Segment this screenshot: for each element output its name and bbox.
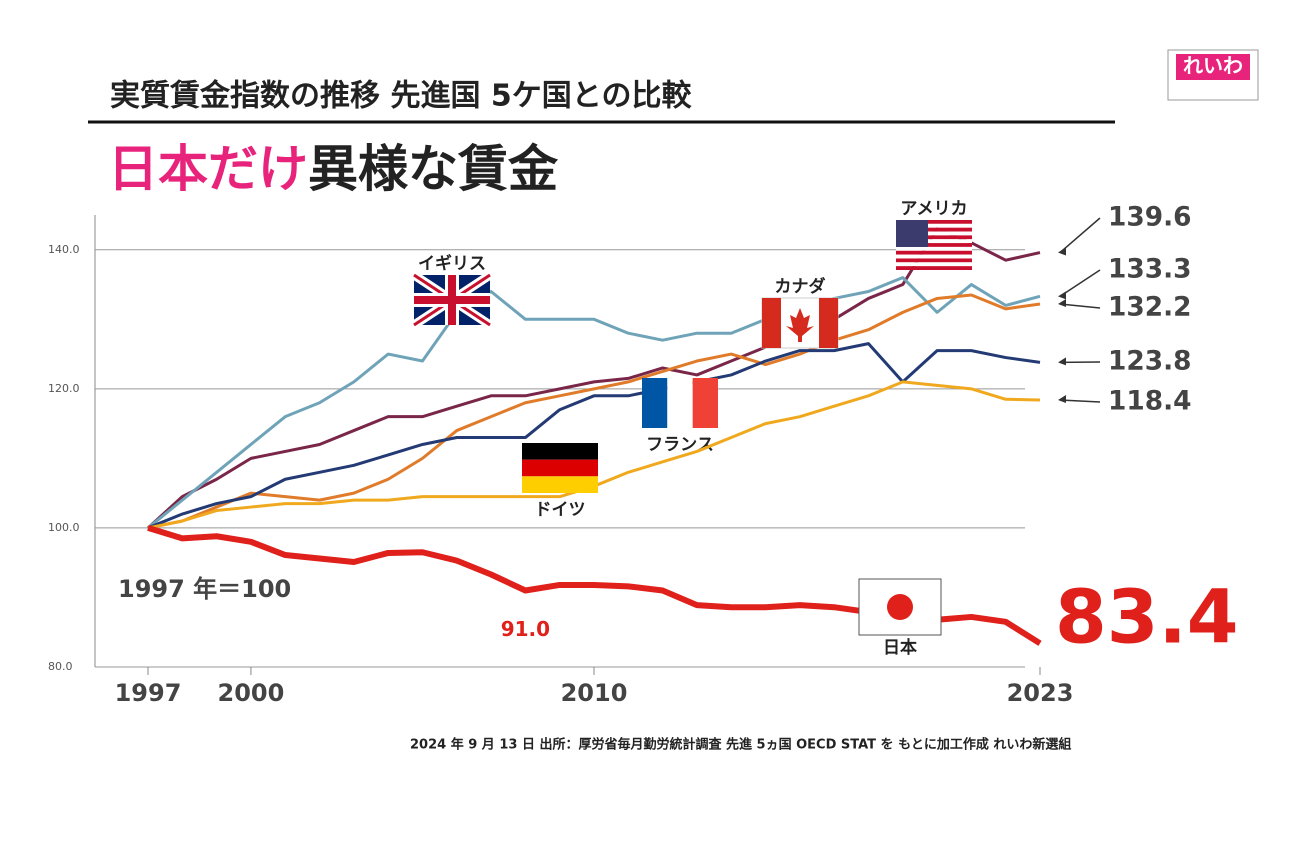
flag-stripe xyxy=(896,246,972,251)
country-label: フランス xyxy=(646,435,714,455)
flag-leaf xyxy=(786,308,814,342)
flag xyxy=(896,220,972,270)
flag-band xyxy=(762,298,781,348)
flag-band xyxy=(642,378,668,428)
x-tick-label: 1997 xyxy=(115,679,182,707)
arrow-head xyxy=(1058,357,1066,366)
end-arrow xyxy=(1059,303,1101,309)
logo: れいわ xyxy=(1167,49,1259,101)
end-label: 139.6 xyxy=(1108,202,1191,233)
flag-stripe xyxy=(896,235,972,240)
flag-cross xyxy=(414,275,490,325)
flag-stripe xyxy=(896,223,972,228)
data-label: 91.0 xyxy=(501,617,550,641)
arrow-head xyxy=(1058,394,1066,403)
flag xyxy=(761,297,839,349)
flag-stripe xyxy=(896,239,972,244)
flag-band xyxy=(692,378,718,428)
flag-canton xyxy=(896,220,928,247)
flag-band xyxy=(522,476,598,493)
title-rest: 異様な賃金 xyxy=(308,140,559,198)
flag-band xyxy=(667,378,693,428)
x-tick-label: 2010 xyxy=(561,679,628,707)
x-tick-label: 2023 xyxy=(1007,679,1074,707)
end-arrow xyxy=(1059,217,1101,254)
end-label: 118.4 xyxy=(1108,386,1191,417)
flag-stripe xyxy=(896,258,972,263)
arrow-head xyxy=(1058,299,1066,308)
flag-sun xyxy=(887,594,913,620)
flag-stripe xyxy=(896,227,972,232)
arrow-head xyxy=(1058,291,1066,300)
series-line xyxy=(147,276,1041,530)
flag-stripe xyxy=(896,254,972,259)
y-tick-label: 80.0 xyxy=(48,660,73,673)
y-tick-label: 120.0 xyxy=(48,382,80,395)
series-line xyxy=(146,227,1041,530)
flag-stripe xyxy=(896,266,972,270)
end-label: 133.3 xyxy=(1108,254,1191,285)
chart-title: 日本だけ異様な賃金 xyxy=(108,140,559,198)
annotation: 1997 年＝100 xyxy=(118,575,291,603)
end-label: 132.2 xyxy=(1108,292,1191,323)
logo-bg xyxy=(1176,54,1250,80)
flag xyxy=(858,578,942,636)
x-tick-label: 2000 xyxy=(218,679,285,707)
end-label: 123.8 xyxy=(1108,346,1191,377)
flag-band xyxy=(522,443,598,460)
y-tick-label: 100.0 xyxy=(48,521,80,534)
y-tick-label: 140.0 xyxy=(48,243,80,256)
end-arrow xyxy=(1059,269,1101,297)
country-label: ドイツ xyxy=(535,500,586,520)
logo-text: れいわ xyxy=(1183,54,1243,78)
flag-stripe xyxy=(896,250,972,255)
flag-stripe xyxy=(896,231,972,236)
country-label: 日本 xyxy=(883,637,917,658)
chart-subtitle: 実質賃金指数の推移 先進国 5ケ国との比較 xyxy=(110,79,692,114)
arrow-head xyxy=(1058,247,1066,256)
end-arrow xyxy=(1059,399,1101,403)
flag-stripe xyxy=(896,220,972,224)
source: 2024 年 9 月 13 日 出所：厚労省毎月勤労統計調査 先進 5ヵ国 OE… xyxy=(410,737,1071,753)
flag xyxy=(411,271,493,329)
country-label: カナダ xyxy=(775,276,826,297)
flag-stripe xyxy=(896,262,972,267)
title-highlight: 日本だけ xyxy=(108,140,308,198)
flag xyxy=(642,378,718,428)
series-line xyxy=(147,293,1041,530)
end-label: 83.4 xyxy=(1055,574,1239,661)
country-label: イギリス xyxy=(418,254,486,274)
country-label: アメリカ xyxy=(900,199,967,219)
flag-stripe xyxy=(896,243,972,247)
flag-band xyxy=(819,298,838,348)
series-line xyxy=(147,342,1041,530)
flag xyxy=(522,443,598,493)
flag-band xyxy=(522,459,598,477)
